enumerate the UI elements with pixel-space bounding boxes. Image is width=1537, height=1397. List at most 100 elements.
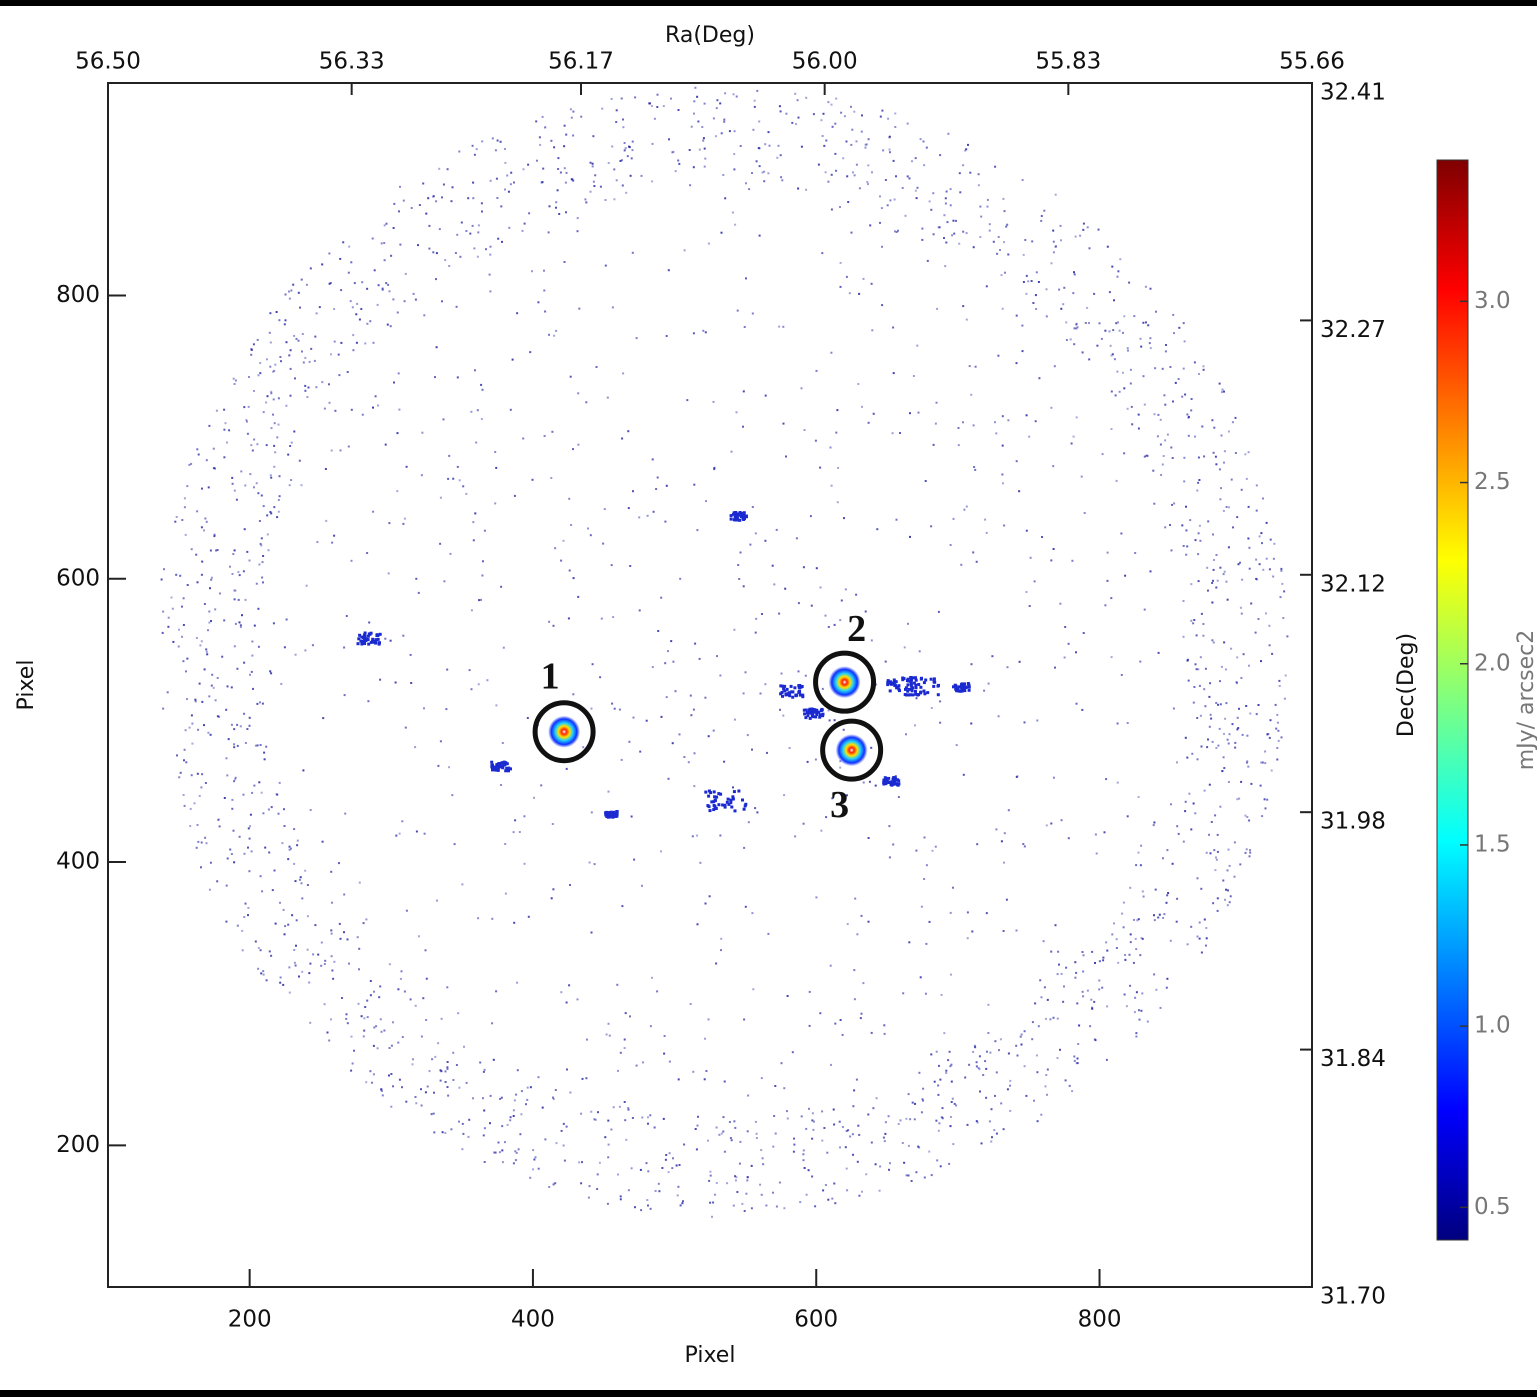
noise-dot bbox=[798, 117, 800, 119]
noise-dot bbox=[443, 184, 445, 186]
noise-dot bbox=[953, 518, 955, 520]
noise-dot bbox=[1193, 619, 1195, 621]
noise-dot bbox=[1111, 428, 1113, 430]
noise-dot bbox=[1116, 480, 1118, 482]
noise-dot bbox=[1117, 782, 1119, 784]
noise-dot bbox=[1032, 302, 1034, 304]
colorbar-tick-label: 1.0 bbox=[1474, 1013, 1511, 1039]
noise-dot bbox=[764, 143, 766, 145]
noise-dot bbox=[780, 176, 782, 178]
noise-dot bbox=[1207, 520, 1209, 522]
noise-dot bbox=[542, 1107, 544, 1109]
noise-dot bbox=[553, 146, 555, 148]
noise-dot bbox=[1033, 1100, 1035, 1102]
noise-dot bbox=[278, 499, 280, 501]
noise-dot bbox=[1217, 704, 1219, 706]
noise-dot bbox=[473, 539, 475, 541]
noise-dot bbox=[573, 577, 575, 579]
noise-dot bbox=[742, 426, 744, 428]
noise-dot bbox=[519, 1133, 521, 1135]
noise-dot bbox=[566, 1126, 568, 1128]
noise-dot bbox=[810, 515, 812, 517]
noise-dot bbox=[776, 529, 778, 531]
noise-dot bbox=[869, 781, 871, 783]
noise-dot bbox=[608, 1023, 610, 1025]
noise-dot bbox=[191, 548, 193, 550]
noise-dot bbox=[199, 644, 201, 646]
noise-dot bbox=[452, 1079, 454, 1081]
noise-dot bbox=[242, 949, 244, 951]
noise-dot bbox=[316, 541, 318, 543]
noise-dot bbox=[1035, 420, 1037, 422]
noise-dot bbox=[1204, 705, 1206, 707]
noise-dot bbox=[915, 850, 917, 852]
noise-dot bbox=[500, 205, 502, 207]
noise-dot bbox=[1236, 656, 1238, 658]
noise-dot bbox=[596, 366, 598, 368]
noise-dot bbox=[758, 121, 760, 123]
noise-dot bbox=[801, 387, 803, 389]
noise-dot bbox=[1199, 938, 1201, 940]
noise-dot bbox=[548, 621, 550, 623]
noise-dot bbox=[736, 1191, 738, 1193]
noise-dot bbox=[1023, 281, 1025, 283]
noise-dot bbox=[384, 259, 386, 261]
noise-dot bbox=[879, 1190, 881, 1192]
noise-dot bbox=[1046, 315, 1048, 317]
noise-dot bbox=[1226, 506, 1228, 508]
noise-dot bbox=[831, 1198, 833, 1200]
emission-clump bbox=[742, 517, 745, 520]
noise-dot bbox=[404, 300, 406, 302]
noise-dot bbox=[1249, 849, 1251, 851]
noise-dot bbox=[290, 479, 292, 481]
noise-dot bbox=[647, 1205, 649, 1207]
noise-dot bbox=[566, 1002, 568, 1004]
noise-dot bbox=[1074, 327, 1076, 329]
noise-dot bbox=[1169, 524, 1171, 526]
noise-dot bbox=[280, 360, 282, 362]
noise-dot bbox=[1083, 954, 1085, 956]
noise-dot bbox=[1260, 762, 1262, 764]
noise-dot bbox=[1214, 869, 1216, 871]
noise-dot bbox=[856, 1079, 858, 1081]
noise-dot bbox=[871, 1142, 873, 1144]
noise-dot bbox=[236, 724, 238, 726]
top-tick-label: 56.17 bbox=[548, 49, 614, 75]
emission-clump bbox=[890, 783, 893, 786]
noise-dot bbox=[693, 484, 695, 486]
noise-dot bbox=[617, 1070, 619, 1072]
noise-dot bbox=[892, 844, 894, 846]
noise-dot bbox=[544, 1138, 546, 1140]
noise-dot bbox=[445, 1081, 447, 1083]
noise-dot bbox=[1061, 973, 1063, 975]
noise-dot bbox=[1022, 179, 1024, 181]
noise-dot bbox=[791, 122, 793, 124]
noise-dot bbox=[945, 203, 947, 205]
noise-dot bbox=[963, 509, 965, 511]
noise-dot bbox=[1044, 986, 1046, 988]
noise-dot bbox=[1031, 280, 1033, 282]
noise-dot bbox=[697, 923, 699, 925]
noise-dot bbox=[647, 1170, 649, 1172]
noise-dot bbox=[327, 1032, 329, 1034]
noise-dot bbox=[204, 837, 206, 839]
noise-dot bbox=[861, 131, 863, 133]
noise-dot bbox=[884, 1140, 886, 1142]
noise-dot bbox=[348, 246, 350, 248]
noise-dot bbox=[1150, 347, 1152, 349]
noise-dot bbox=[657, 630, 659, 632]
noise-dot bbox=[231, 724, 233, 726]
noise-dot bbox=[544, 435, 546, 437]
noise-dot bbox=[1196, 490, 1198, 492]
noise-dot bbox=[607, 1120, 609, 1122]
noise-dot bbox=[918, 412, 920, 414]
noise-dot bbox=[549, 205, 551, 207]
noise-dot bbox=[592, 165, 594, 167]
noise-dot bbox=[966, 319, 968, 321]
noise-dot bbox=[867, 183, 869, 185]
noise-dot bbox=[1099, 322, 1101, 324]
noise-dot bbox=[926, 147, 928, 149]
noise-dot bbox=[971, 663, 973, 665]
noise-dot bbox=[261, 537, 263, 539]
noise-dot bbox=[723, 119, 725, 121]
